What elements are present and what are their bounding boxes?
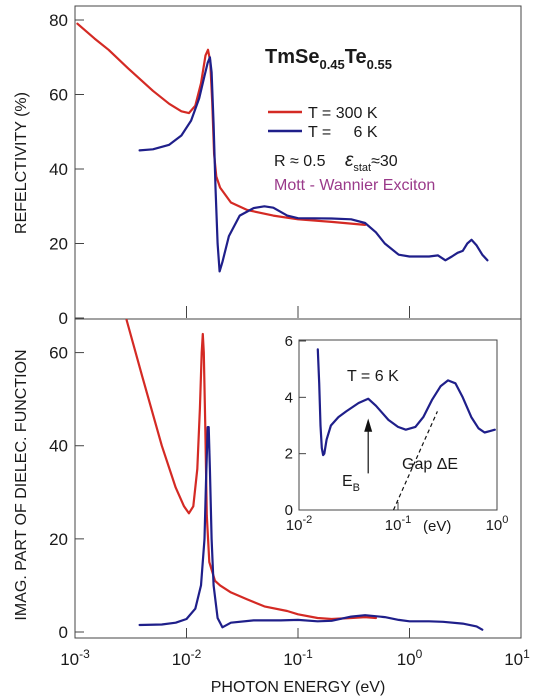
bottom-x-tick-label-1-base: 10 [60, 650, 79, 669]
inset-x-tick-label-2-base: 10 [385, 517, 402, 534]
bottom-y-tick-label-20: 20 [49, 530, 68, 549]
inset-y-tick-label-6: 6 [285, 333, 293, 350]
inset-plot-frame [298, 339, 498, 511]
top-y-tick-label-20: 20 [49, 235, 68, 254]
inset-x-tick-label-1-exponent: -2 [302, 514, 312, 526]
inset-x-tick-label-3-exponent: 0 [502, 514, 508, 526]
top-series-line-2 [138, 56, 489, 273]
top-y-tick-label-0: 0 [59, 309, 68, 328]
top-y-axis-label: REFELCTIVITY (%) [13, 92, 30, 234]
legend-label-6k: T = 6 K [308, 124, 378, 141]
top-series-group [76, 22, 489, 273]
title-sub-2: 0.55 [367, 57, 392, 72]
epsilon-subscript: stat [353, 162, 371, 174]
top-series-line-1 [76, 22, 367, 226]
bottom-x-tick-label-2-exponent: -2 [191, 647, 202, 661]
inset-y-tick-label-0: 0 [285, 502, 293, 519]
bottom-y-tick-label-60: 60 [49, 344, 68, 363]
bottom-series-line-2 [138, 426, 484, 631]
bottom-x-tick-label-3-exponent: -1 [302, 647, 313, 661]
inset-x-unit: (eV) [423, 518, 451, 535]
inset-x-tick-label-3-base: 10 [486, 517, 503, 534]
bottom-x-tick-label-5-base: 10 [504, 650, 523, 669]
epsilon-symbol: ε [345, 150, 354, 171]
reflectivity-annotation: R ≈ 0.5 [274, 153, 326, 170]
bottom-series-group [125, 318, 484, 631]
inset-series-group [316, 348, 496, 511]
inset-x-tick-label-1: 10-2 [286, 514, 312, 534]
eb-base: E [342, 473, 353, 490]
top-y-tick-label-80: 80 [49, 11, 68, 30]
inset-x-tick-label-2-exponent: -1 [401, 514, 411, 526]
title-part-1: TmSe [265, 46, 319, 68]
inset-series-line-1 [316, 348, 496, 457]
bottom-y-tick-label-0: 0 [59, 623, 68, 642]
inset-x-tick-label-3: 100 [486, 514, 509, 534]
inset-eb-label: EB [342, 473, 360, 494]
top-y-tick-label-40: 40 [49, 160, 68, 179]
top-panel: 0 20 40 60 80 REFELCTIVITY (%) TmSe0.45Te0.5… [13, 5, 522, 328]
title-part-2: Te [345, 46, 367, 68]
bottom-x-tick-label-5: 101 [504, 647, 530, 669]
bottom-x-tick-label-4: 100 [397, 647, 423, 669]
bottom-x-tick-label-4-base: 10 [397, 650, 416, 669]
bottom-x-tick-label-5-exponent: 1 [523, 647, 530, 661]
inset-y-tick-label-4: 4 [285, 389, 293, 406]
inset-gap-label: Gap ΔE [402, 456, 458, 473]
bottom-x-tick-label-3: 10-1 [283, 647, 313, 669]
material-title: TmSe0.45Te0.55 [265, 46, 392, 72]
bottom-x-tick-label-2-base: 10 [172, 650, 191, 669]
eb-arrow-head [364, 418, 373, 432]
bottom-series-line-1 [125, 318, 377, 621]
bottom-x-tick-label-2: 10-2 [172, 647, 202, 669]
bottom-y-axis-label: IMAG. PART OF DIELEC. FUNCTION [13, 349, 30, 620]
mott-wannier-label: Mott - Wannier Exciton [274, 177, 435, 194]
epsilon-value: ≈30 [371, 153, 398, 170]
bottom-y-tick-label-40: 40 [49, 437, 68, 456]
title-sub-1: 0.45 [319, 57, 344, 72]
top-axis-ticks: 0 20 40 60 80 [49, 11, 410, 328]
top-y-tick-label-60: 60 [49, 86, 68, 105]
x-axis-label: PHOTON ENERGY (eV) [211, 679, 386, 696]
bottom-x-tick-label-4-exponent: 0 [416, 647, 423, 661]
legend-label-300k: T = 300 K [308, 105, 378, 122]
legend: T = 300 K T = 6 K [268, 105, 378, 141]
inset-y-tick-label-2: 2 [285, 446, 293, 463]
inset-temperature-label: T = 6 K [347, 368, 399, 385]
inset-x-tick-label-2: 10-1 [385, 514, 411, 534]
inset-x-tick-label-1-base: 10 [286, 517, 303, 534]
bottom-x-tick-label-1-exponent: -3 [79, 647, 90, 661]
gap-extrapolation-line [392, 411, 438, 511]
epsilon-annotation: εstat≈30 [345, 150, 398, 174]
bottom-x-tick-label-1: 10-3 [60, 647, 90, 669]
bottom-x-tick-label-3-base: 10 [283, 650, 302, 669]
eb-subscript: B [353, 482, 360, 494]
